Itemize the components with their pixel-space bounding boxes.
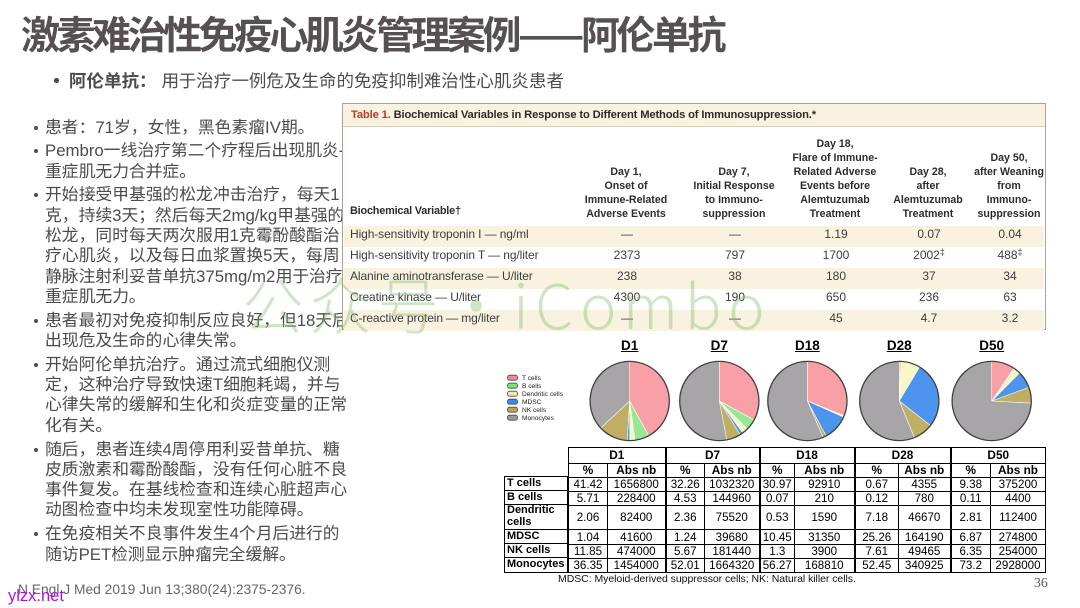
svg-text:B cells: B cells xyxy=(522,383,542,390)
svg-text:NK cells: NK cells xyxy=(522,407,547,414)
svg-text:T cells: T cells xyxy=(522,375,542,382)
svg-text:Dendritic cells: Dendritic cells xyxy=(522,391,564,398)
svg-text:Monocytes: Monocytes xyxy=(522,415,555,422)
svg-text:MDSC: MDSC xyxy=(522,399,542,406)
